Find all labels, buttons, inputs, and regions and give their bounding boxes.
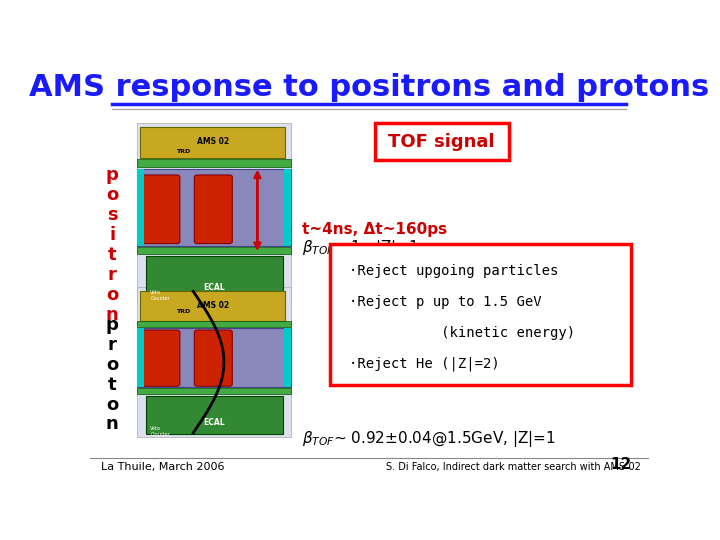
Bar: [138, 328, 144, 387]
Text: ·Reject He (|Z|=2): ·Reject He (|Z|=2): [349, 357, 500, 372]
Text: TRD: TRD: [176, 149, 191, 154]
Text: ECAL: ECAL: [203, 418, 225, 427]
FancyBboxPatch shape: [138, 168, 291, 246]
Text: o: o: [106, 395, 119, 414]
Text: Veto
Counter: Veto Counter: [150, 426, 170, 437]
Text: i: i: [109, 226, 115, 244]
Text: p: p: [106, 316, 119, 334]
Text: t~4ns, Δt~160ps: t~4ns, Δt~160ps: [302, 221, 447, 237]
FancyBboxPatch shape: [194, 330, 233, 386]
FancyBboxPatch shape: [138, 328, 291, 387]
Text: t: t: [108, 246, 117, 264]
Bar: [284, 168, 291, 246]
Text: n: n: [106, 306, 119, 323]
FancyBboxPatch shape: [194, 175, 233, 244]
FancyBboxPatch shape: [374, 123, 508, 160]
Text: r: r: [108, 336, 117, 354]
Text: (kinetic energy): (kinetic energy): [349, 326, 575, 340]
Bar: [284, 328, 291, 387]
FancyBboxPatch shape: [138, 321, 291, 327]
Text: o: o: [106, 286, 119, 303]
Text: AMS response to positrons and protons: AMS response to positrons and protons: [29, 73, 709, 102]
FancyBboxPatch shape: [145, 396, 282, 434]
Text: ·Reject p up to 1.5 GeV: ·Reject p up to 1.5 GeV: [349, 295, 542, 309]
FancyBboxPatch shape: [140, 292, 285, 321]
Text: TOF signal: TOF signal: [388, 133, 495, 151]
Text: La Thuile, March 2006: La Thuile, March 2006: [101, 462, 225, 472]
FancyBboxPatch shape: [142, 330, 180, 386]
Bar: [138, 168, 144, 246]
FancyBboxPatch shape: [138, 287, 291, 437]
Text: $\beta_{TOF}$~ 1,  |Z|=1,: $\beta_{TOF}$~ 1, |Z|=1,: [302, 238, 424, 258]
Text: s: s: [107, 206, 117, 224]
FancyBboxPatch shape: [140, 127, 285, 158]
Text: $\beta_{TOF}$~ 0.92±0.04@1.5GeV, |Z|=1: $\beta_{TOF}$~ 0.92±0.04@1.5GeV, |Z|=1: [302, 429, 556, 449]
Text: r: r: [108, 266, 117, 284]
Text: 12: 12: [610, 457, 631, 472]
Text: o: o: [106, 186, 119, 204]
FancyBboxPatch shape: [138, 123, 291, 304]
FancyBboxPatch shape: [145, 256, 282, 301]
FancyBboxPatch shape: [138, 388, 291, 394]
Text: o: o: [106, 356, 119, 374]
Text: t: t: [108, 375, 117, 394]
FancyBboxPatch shape: [330, 244, 631, 385]
Text: TRD: TRD: [176, 309, 191, 314]
FancyBboxPatch shape: [142, 175, 180, 244]
Text: AMS 02: AMS 02: [197, 137, 229, 146]
Text: AMS 02: AMS 02: [197, 301, 229, 310]
FancyBboxPatch shape: [138, 246, 291, 254]
Text: Veto
Counter: Veto Counter: [150, 290, 170, 301]
Text: n: n: [106, 415, 119, 434]
Text: ·Reject upgoing particles: ·Reject upgoing particles: [349, 264, 559, 278]
Text: ECAL: ECAL: [203, 283, 225, 292]
FancyBboxPatch shape: [138, 159, 291, 167]
Text: S. Di Falco, Indirect dark matter search with AMS-02: S. Di Falco, Indirect dark matter search…: [386, 462, 641, 472]
Text: p: p: [106, 166, 119, 184]
